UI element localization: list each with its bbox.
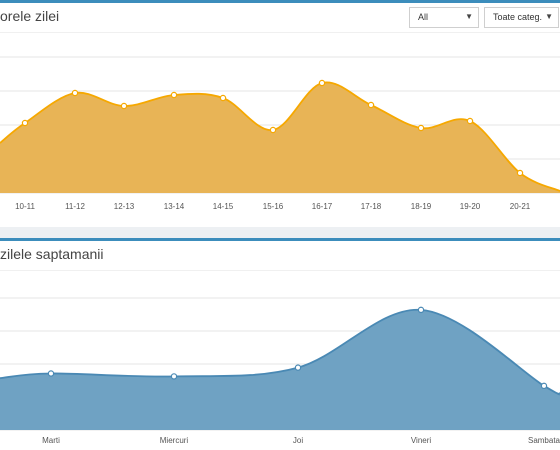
series-area xyxy=(0,82,560,193)
hours-panel-header: orele zilei All ▼ Toate categ. ▼ xyxy=(0,3,560,33)
x-tick-label: 17-18 xyxy=(361,202,382,211)
x-tick-label: Sambata xyxy=(528,436,560,445)
category-select[interactable]: Toate categ. ▼ xyxy=(484,7,559,28)
data-point xyxy=(71,89,79,97)
x-tick-label: 10-11 xyxy=(15,202,35,211)
x-tick-label: 13-14 xyxy=(164,202,185,211)
data-point xyxy=(540,382,548,390)
hours-panel-title: orele zilei xyxy=(0,8,60,24)
data-point xyxy=(516,169,524,177)
data-point xyxy=(47,370,55,377)
filter-select[interactable]: All ▼ xyxy=(409,7,479,28)
days-area-chart: Marti Miercuri Joi Vineri Sambata xyxy=(0,297,560,445)
x-tick-label: 18-19 xyxy=(411,202,432,211)
x-tick-label: 12-13 xyxy=(114,202,135,211)
x-tick-label: 20-21 xyxy=(510,202,531,211)
x-tick-label: Marti xyxy=(42,436,60,445)
series-area xyxy=(0,309,560,430)
x-tick-label: Joi xyxy=(293,436,303,445)
data-point xyxy=(21,119,29,127)
data-point xyxy=(269,126,277,134)
x-tick-label: 14-15 xyxy=(213,202,234,211)
filter-select-value: All xyxy=(418,12,429,22)
days-panel: zilele saptamanii Marti Miercuri Joi Vineri… xyxy=(0,238,560,450)
days-panel-title: zilele saptamanii xyxy=(0,246,104,262)
hours-area-chart: 10-11 11-12 12-13 13-14 14-15 15-16 16-17 17-18… xyxy=(0,56,560,211)
data-point xyxy=(417,124,425,132)
data-point xyxy=(120,102,128,110)
data-point xyxy=(318,79,326,87)
x-tick-label: Vineri xyxy=(411,436,432,445)
x-tick-label: Miercuri xyxy=(160,436,189,445)
data-point xyxy=(294,364,302,371)
data-point xyxy=(219,94,227,102)
x-tick-label: 15-16 xyxy=(263,202,284,211)
data-point xyxy=(367,101,375,109)
days-panel-header: zilele saptamanii xyxy=(0,241,560,271)
category-select-value: Toate categ. xyxy=(493,12,543,22)
data-point xyxy=(170,91,178,99)
data-point xyxy=(170,373,178,380)
caret-down-icon: ▼ xyxy=(465,12,473,21)
hours-panel: orele zilei All ▼ Toate categ. ▼ 10-11 11… xyxy=(0,0,560,227)
caret-down-icon: ▼ xyxy=(545,12,553,21)
x-tick-label: 19-20 xyxy=(460,202,481,211)
x-tick-label: 11-12 xyxy=(65,202,85,211)
data-point xyxy=(417,306,425,314)
data-point xyxy=(466,117,474,125)
x-tick-label: 16-17 xyxy=(312,202,333,211)
